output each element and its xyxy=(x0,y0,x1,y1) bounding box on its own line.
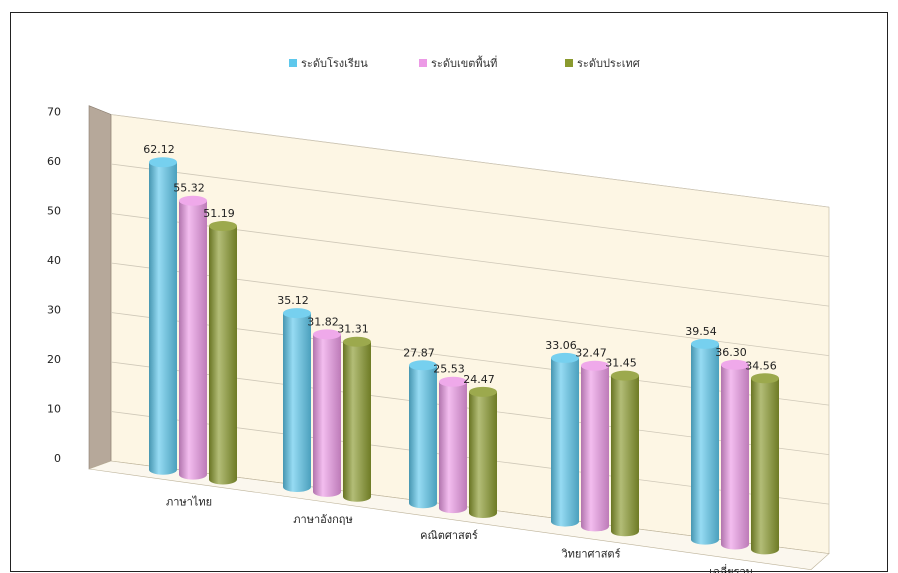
bar-body xyxy=(313,334,341,497)
legend-swatch xyxy=(289,59,297,67)
value-label: 24.47 xyxy=(463,373,495,386)
y-axis: 0 10 20 30 40 50 60 70 xyxy=(47,106,61,465)
legend-label: ระดับประเทศ xyxy=(577,57,640,70)
bar xyxy=(343,336,371,502)
bars xyxy=(149,157,779,555)
bar-top xyxy=(343,336,371,347)
bar-top xyxy=(551,352,579,363)
value-label: 34.56 xyxy=(745,359,777,372)
bar-body xyxy=(283,313,311,492)
value-label: 35.12 xyxy=(277,294,309,307)
floor xyxy=(88,460,830,570)
bar xyxy=(469,386,497,518)
bar-body xyxy=(343,341,371,502)
legend-swatch xyxy=(565,59,573,67)
bar-top xyxy=(611,370,639,381)
bar-top xyxy=(179,195,207,206)
bar xyxy=(149,157,177,475)
bar xyxy=(409,360,437,509)
y-tick-label: 40 xyxy=(47,254,61,267)
side-wall xyxy=(88,105,112,470)
gridline xyxy=(110,114,830,208)
bar-body xyxy=(581,365,609,532)
bar-top xyxy=(313,329,341,340)
bar xyxy=(439,376,467,514)
value-label: 32.47 xyxy=(575,347,607,360)
value-label: 31.82 xyxy=(307,315,339,328)
bar-top xyxy=(581,360,609,371)
chart-frame: 0 10 20 30 40 50 60 70 62.12 55.32 51.19 35.12 31.8… xyxy=(10,12,888,573)
bar-body xyxy=(551,357,579,527)
bar-body xyxy=(439,381,467,514)
y-tick-label: 60 xyxy=(47,155,61,168)
value-label: 51.19 xyxy=(203,207,235,220)
bar xyxy=(611,370,639,537)
y-tick-label: 30 xyxy=(47,304,61,317)
value-label: 25.53 xyxy=(433,363,465,376)
bar xyxy=(551,352,579,527)
bar-body xyxy=(409,365,437,509)
category-label: ภาษาไทย xyxy=(166,496,212,509)
legend-label: ระดับโรงเรียน xyxy=(301,56,368,70)
bar xyxy=(581,360,609,532)
bar-top xyxy=(439,376,467,387)
bar-top xyxy=(469,386,497,397)
bar xyxy=(283,308,311,492)
bar-top xyxy=(691,338,719,349)
bar-body xyxy=(751,378,779,555)
bar-top xyxy=(751,373,779,384)
bar-body xyxy=(691,343,719,545)
y-tick-label: 70 xyxy=(47,106,61,119)
bar-top xyxy=(149,157,177,168)
bar-body xyxy=(721,364,749,550)
bar-body xyxy=(209,226,237,485)
bar-body xyxy=(611,375,639,537)
category-label: ภาษาอังกฤษ xyxy=(293,513,352,526)
bar-top xyxy=(409,360,437,371)
legend-swatch xyxy=(419,59,427,67)
value-label: 39.54 xyxy=(685,325,717,338)
bar-top xyxy=(283,308,311,319)
bar xyxy=(751,373,779,555)
value-label: 31.45 xyxy=(605,357,637,370)
bar xyxy=(209,221,237,485)
bar xyxy=(721,359,749,550)
bar-top xyxy=(721,359,749,370)
bar xyxy=(313,329,341,497)
value-label: 33.06 xyxy=(545,339,577,352)
value-label: 55.32 xyxy=(173,182,205,195)
y-tick-label: 20 xyxy=(47,353,61,366)
bar-top xyxy=(209,221,237,232)
bar-body xyxy=(179,200,207,480)
category-label: วิทยาศาสตร์ xyxy=(561,547,621,560)
bar xyxy=(691,338,719,545)
y-tick-label: 10 xyxy=(47,403,61,416)
value-label: 27.87 xyxy=(403,346,435,359)
bar-chart: 0 10 20 30 40 50 60 70 62.12 55.32 51.19 35.12 31.8… xyxy=(47,55,830,573)
category-label: เฉลี่ยรวม xyxy=(709,563,753,573)
bar xyxy=(179,195,207,480)
gridline xyxy=(110,163,830,258)
value-label: 31.31 xyxy=(337,323,369,336)
y-tick-label: 0 xyxy=(54,452,61,465)
value-label: 36.30 xyxy=(715,346,747,359)
category-label: คณิตศาสตร์ xyxy=(420,529,478,542)
y-tick-label: 50 xyxy=(47,205,61,218)
value-label: 62.12 xyxy=(143,143,175,156)
bar-body xyxy=(469,391,497,518)
legend: ระดับโรงเรียน ระดับเขตพื้นที่ ระดับประเทศ xyxy=(289,55,640,70)
bar-body xyxy=(149,162,177,475)
category-labels: ภาษาไทยภาษาอังกฤษคณิตศาสตร์วิทยาศาสตร์เฉ… xyxy=(166,496,753,573)
legend-label: ระดับเขตพื้นที่ xyxy=(431,55,497,70)
